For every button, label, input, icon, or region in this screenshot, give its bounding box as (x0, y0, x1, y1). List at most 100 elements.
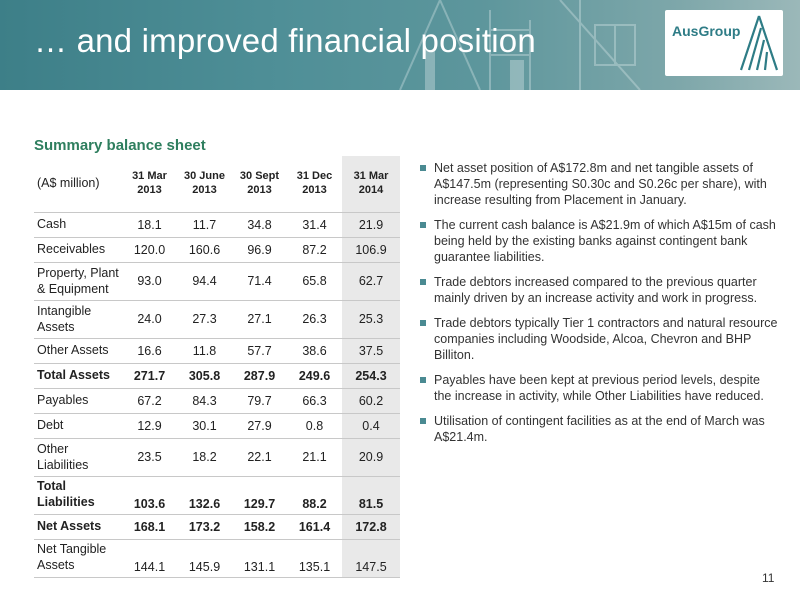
table-cell: 18.2 (177, 438, 232, 477)
logo-mark-icon (739, 15, 779, 71)
table-cell: 96.9 (232, 237, 287, 263)
table-cell: 249.6 (287, 363, 342, 389)
balance-sheet-table: (A$ million) 31 Mar 2013 30 June 2013 30… (34, 156, 400, 578)
table-row: Total Assets 271.7 305.8 287.9 249.6 254.3 (34, 363, 400, 389)
row-label: Cash (34, 212, 122, 238)
bullet-square-icon (420, 222, 426, 228)
table-cell: 21.1 (287, 438, 342, 477)
slide-header: … and improved financial position AusGro… (0, 0, 800, 90)
table-cell: 173.2 (177, 514, 232, 540)
bullet-text: Trade debtors typically Tier 1 contracto… (434, 316, 778, 362)
table-cell: 145.9 (177, 539, 232, 578)
table-cell: 103.6 (122, 476, 177, 515)
table-cell: 144.1 (122, 539, 177, 578)
bullet-item: Payables have been kept at previous peri… (420, 372, 780, 404)
page-number: 11 (762, 571, 775, 585)
table-row: Other Assets 16.6 11.8 57.7 38.6 37.5 (34, 338, 400, 364)
industrial-background-graphic (399, 0, 641, 90)
table-cell: 27.9 (232, 413, 287, 439)
table-cell: 22.1 (232, 438, 287, 477)
table-cell: 120.0 (122, 237, 177, 263)
row-label: Debt (34, 413, 122, 439)
table-row: Cash 18.1 11.7 34.8 31.4 21.9 (34, 212, 400, 238)
column-header: 30 Sept 2013 (232, 156, 287, 213)
bullet-text: Utilisation of contingent facilities as … (434, 414, 765, 444)
table-row: Debt 12.9 30.1 27.9 0.8 0.4 (34, 413, 400, 439)
bullet-text: Net asset position of A$172.8m and net t… (434, 161, 767, 207)
commentary-bullet-list: Net asset position of A$172.8m and net t… (420, 160, 780, 454)
table-cell: 161.4 (287, 514, 342, 540)
bullet-text: Trade debtors increased compared to the … (434, 275, 758, 305)
bullet-item: Trade debtors typically Tier 1 contracto… (420, 315, 780, 363)
table-cell: 12.9 (122, 413, 177, 439)
bullet-square-icon (420, 418, 426, 424)
table-cell: 93.0 (122, 262, 177, 301)
table-cell: 57.7 (232, 338, 287, 364)
page-title: … and improved financial position (34, 22, 536, 59)
table-row: Property, Plant & Equipment 93.0 94.4 71.4 6… (34, 262, 400, 301)
bullet-square-icon (420, 377, 426, 383)
bullet-text: The current cash balance is A$21.9m of w… (434, 218, 776, 264)
table-row: Intangible Assets 24.0 27.3 27.1 26.3 25.3 (34, 300, 400, 339)
table-cell: 131.1 (232, 539, 287, 578)
table-cell: 305.8 (177, 363, 232, 389)
bullet-square-icon (420, 279, 426, 285)
table-cell: 27.1 (232, 300, 287, 339)
row-label: Net Tangible Assets (34, 539, 122, 578)
table-cell: 21.9 (342, 212, 400, 238)
column-header: 31 Mar 2014 (342, 156, 400, 213)
table-cell: 30.1 (177, 413, 232, 439)
table-cell: 147.5 (342, 539, 400, 578)
table-cell: 172.8 (342, 514, 400, 540)
table-cell: 160.6 (177, 237, 232, 263)
bullet-item: Utilisation of contingent facilities as … (420, 413, 780, 445)
table-cell: 84.3 (177, 388, 232, 414)
table-cell: 158.2 (232, 514, 287, 540)
table-cell: 106.9 (342, 237, 400, 263)
table-header-row: (A$ million) 31 Mar 2013 30 June 2013 30… (34, 156, 400, 213)
row-label: Intangible Assets (34, 300, 122, 339)
table-cell: 94.4 (177, 262, 232, 301)
table-cell: 16.6 (122, 338, 177, 364)
row-label: Payables (34, 388, 122, 414)
row-label: Other Liabilities (34, 438, 122, 477)
table-cell: 71.4 (232, 262, 287, 301)
table-cell: 135.1 (287, 539, 342, 578)
bullet-item: Trade debtors increased compared to the … (420, 274, 780, 306)
table-cell: 87.2 (287, 237, 342, 263)
row-label: Total Liabilities (34, 476, 122, 515)
logo-text: AusGroup (672, 23, 741, 39)
table-cell: 20.9 (342, 438, 400, 477)
table-cell: 132.6 (177, 476, 232, 515)
table-cell: 34.8 (232, 212, 287, 238)
table-cell: 23.5 (122, 438, 177, 477)
table-cell: 62.7 (342, 262, 400, 301)
column-header: 31 Mar 2013 (122, 156, 177, 213)
row-label: Net Assets (34, 514, 122, 540)
table-cell: 26.3 (287, 300, 342, 339)
table-cell: 0.4 (342, 413, 400, 439)
table-cell: 60.2 (342, 388, 400, 414)
table-cell: 11.8 (177, 338, 232, 364)
bullet-item: The current cash balance is A$21.9m of w… (420, 217, 780, 265)
table-cell: 129.7 (232, 476, 287, 515)
bullet-item: Net asset position of A$172.8m and net t… (420, 160, 780, 208)
table-row: Payables 67.2 84.3 79.7 66.3 60.2 (34, 388, 400, 414)
table-row: Net Assets 168.1 173.2 158.2 161.4 172.8 (34, 514, 400, 540)
bullet-square-icon (420, 320, 426, 326)
row-label: Other Assets (34, 338, 122, 364)
table-row: Receivables 120.0 160.6 96.9 87.2 106.9 (34, 237, 400, 263)
table-cell: 11.7 (177, 212, 232, 238)
table-label-header: (A$ million) (34, 156, 122, 213)
table-cell: 24.0 (122, 300, 177, 339)
section-title: Summary balance sheet (34, 137, 206, 154)
table-cell: 79.7 (232, 388, 287, 414)
table-row: Other Liabilities 23.5 18.2 22.1 21.1 20.9 (34, 438, 400, 477)
table-row: Net Tangible Assets 144.1 145.9 131.1 135.1 1… (34, 539, 400, 578)
bullet-square-icon (420, 165, 426, 171)
table-cell: 65.8 (287, 262, 342, 301)
table-cell: 271.7 (122, 363, 177, 389)
table-cell: 168.1 (122, 514, 177, 540)
table-cell: 18.1 (122, 212, 177, 238)
row-label: Total Assets (34, 363, 122, 389)
